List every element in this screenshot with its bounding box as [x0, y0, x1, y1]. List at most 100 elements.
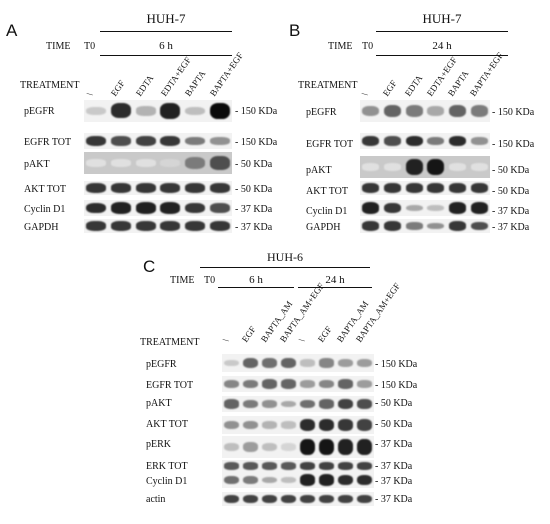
- panel-a-band: [160, 221, 181, 231]
- panel-a-band: [209, 183, 230, 193]
- panel-a-band: [86, 221, 107, 231]
- panel-b-blot-strip: [360, 219, 490, 233]
- panel-c-treatment-label: TREATMENT: [140, 337, 200, 348]
- panel-c-band: [242, 420, 259, 430]
- panel-c-blot-strip: [222, 376, 374, 392]
- panel-c-cell-line: HUH-6: [267, 250, 303, 264]
- panel-a-band: [160, 135, 181, 147]
- panel-a-band: [135, 183, 156, 193]
- panel-b-lane-label: EDTA: [402, 73, 425, 98]
- panel-c-band: [280, 357, 297, 369]
- panel-b-mw-marker: - 150 KDa: [492, 107, 535, 118]
- panel-a-band: [209, 137, 230, 145]
- panel-a-band: [209, 221, 230, 231]
- panel-a-cell-line: HUH-7: [146, 11, 186, 26]
- panel-a-band: [86, 135, 107, 147]
- panel-c-band: [280, 421, 297, 429]
- panel-a-mw-marker: - 37 KDa: [235, 222, 273, 233]
- panel-a-lane-label: EGF: [109, 78, 128, 98]
- panel-c-band: [242, 399, 259, 409]
- panel-b-band: [383, 163, 402, 171]
- panel-c-band: [280, 379, 297, 389]
- panel-c-band: [223, 399, 240, 409]
- panel-c-band: [337, 379, 354, 389]
- panel-c-mw-marker: - 150 KDa: [375, 359, 418, 370]
- panel-a-band: [185, 136, 205, 146]
- panel-c-band: [280, 443, 297, 451]
- panel-a-band: [86, 159, 107, 167]
- panel-c-time-24h: 24 h: [325, 274, 345, 286]
- panel-a-band: [209, 156, 230, 170]
- panel-a-band: [111, 202, 131, 214]
- panel-c-time-label: TIME: [170, 275, 195, 286]
- panel-b-blot-strip: [360, 156, 490, 178]
- panel-b-lane-label: EGF: [381, 78, 400, 98]
- panel-b-lane-label: \: [359, 90, 370, 98]
- panel-a-row-label: pEGFR: [24, 106, 55, 117]
- panel-a-band: [160, 202, 181, 214]
- panel-c-band: [261, 358, 278, 368]
- panel-c-band: [337, 358, 354, 368]
- panel-b-band: [427, 158, 445, 175]
- panel-c-band: [318, 462, 335, 470]
- panel-c-band: [337, 419, 354, 431]
- panel-b-row-label: GAPDH: [306, 222, 341, 233]
- panel-c-band: [299, 380, 316, 388]
- panel-c-mw-marker: - 37 KDa: [375, 439, 413, 450]
- panel-c-mw-marker: - 37 KDa: [375, 461, 413, 472]
- panel-c-band: [299, 438, 316, 455]
- panel-b-band: [405, 222, 423, 230]
- panel-c-band: [356, 474, 373, 486]
- panel-a-band: [135, 159, 156, 167]
- panel-a-cellline-line: [100, 31, 232, 32]
- panel-b-row-label: Cyclin D1: [306, 206, 348, 217]
- panel-c-letter: C: [143, 257, 156, 276]
- panel-b-band: [448, 163, 467, 171]
- panel-b-band: [405, 105, 423, 117]
- panel-c-band: [299, 418, 316, 432]
- panel-a-lane-label: BAPTA: [183, 68, 208, 98]
- panel-a-blot-strip: [84, 133, 232, 149]
- panel-c-mw-marker: - 37 KDa: [375, 494, 413, 505]
- panel-a-row-label: Cyclin D1: [24, 204, 66, 215]
- panel-a-blot-strip: [84, 152, 232, 174]
- panel-c-band: [223, 359, 240, 367]
- panel-a-blot-strip: [84, 100, 232, 122]
- panel-a-band: [86, 106, 107, 116]
- panel-a-band: [111, 103, 131, 119]
- panel-a-band: [135, 135, 156, 147]
- panel-c-band: [299, 359, 316, 367]
- panel-b-lane-label: BAPTA: [446, 68, 471, 98]
- panel-c-band: [356, 380, 373, 388]
- panel-c-blot-strip: [222, 492, 374, 506]
- panel-b-band: [448, 202, 467, 214]
- panel-b-band: [362, 183, 380, 193]
- panel-c-time-6h: 6 h: [249, 274, 263, 286]
- panel-c-band: [242, 494, 259, 504]
- panel-c-mw-marker: - 50 KDa: [375, 398, 413, 409]
- panel-c-band: [280, 476, 297, 484]
- panel-b-band: [362, 202, 380, 214]
- panel-a-time-line: [100, 55, 232, 56]
- panel-b-blot-strip: [360, 181, 490, 195]
- panel-b-cell-line: HUH-7: [422, 11, 462, 26]
- panel-c-band: [318, 358, 335, 368]
- panel-a-time-label: TIME: [46, 41, 71, 52]
- panel-c-band: [318, 418, 335, 432]
- panel-c-band: [337, 474, 354, 486]
- panel-c-band: [261, 379, 278, 389]
- panel-b-band: [383, 136, 402, 146]
- panel-a-time-6h: 6 h: [159, 40, 173, 52]
- panel-b-band: [362, 105, 380, 117]
- panel-b-row-label: EGFR TOT: [306, 139, 354, 150]
- panel-c-mw-marker: - 150 KDa: [375, 380, 418, 391]
- panel-c-band: [318, 399, 335, 409]
- panel-b-time-t0: T0: [362, 41, 374, 52]
- panel-b-band: [383, 183, 402, 193]
- panel-b-band: [470, 105, 488, 117]
- panel-b-band: [470, 137, 488, 145]
- panel-c-band: [280, 494, 297, 504]
- panel-b-mw-marker: - 150 KDa: [492, 139, 535, 150]
- panel-b-row-label: pEGFR: [306, 107, 337, 118]
- panel-a-band: [111, 183, 131, 193]
